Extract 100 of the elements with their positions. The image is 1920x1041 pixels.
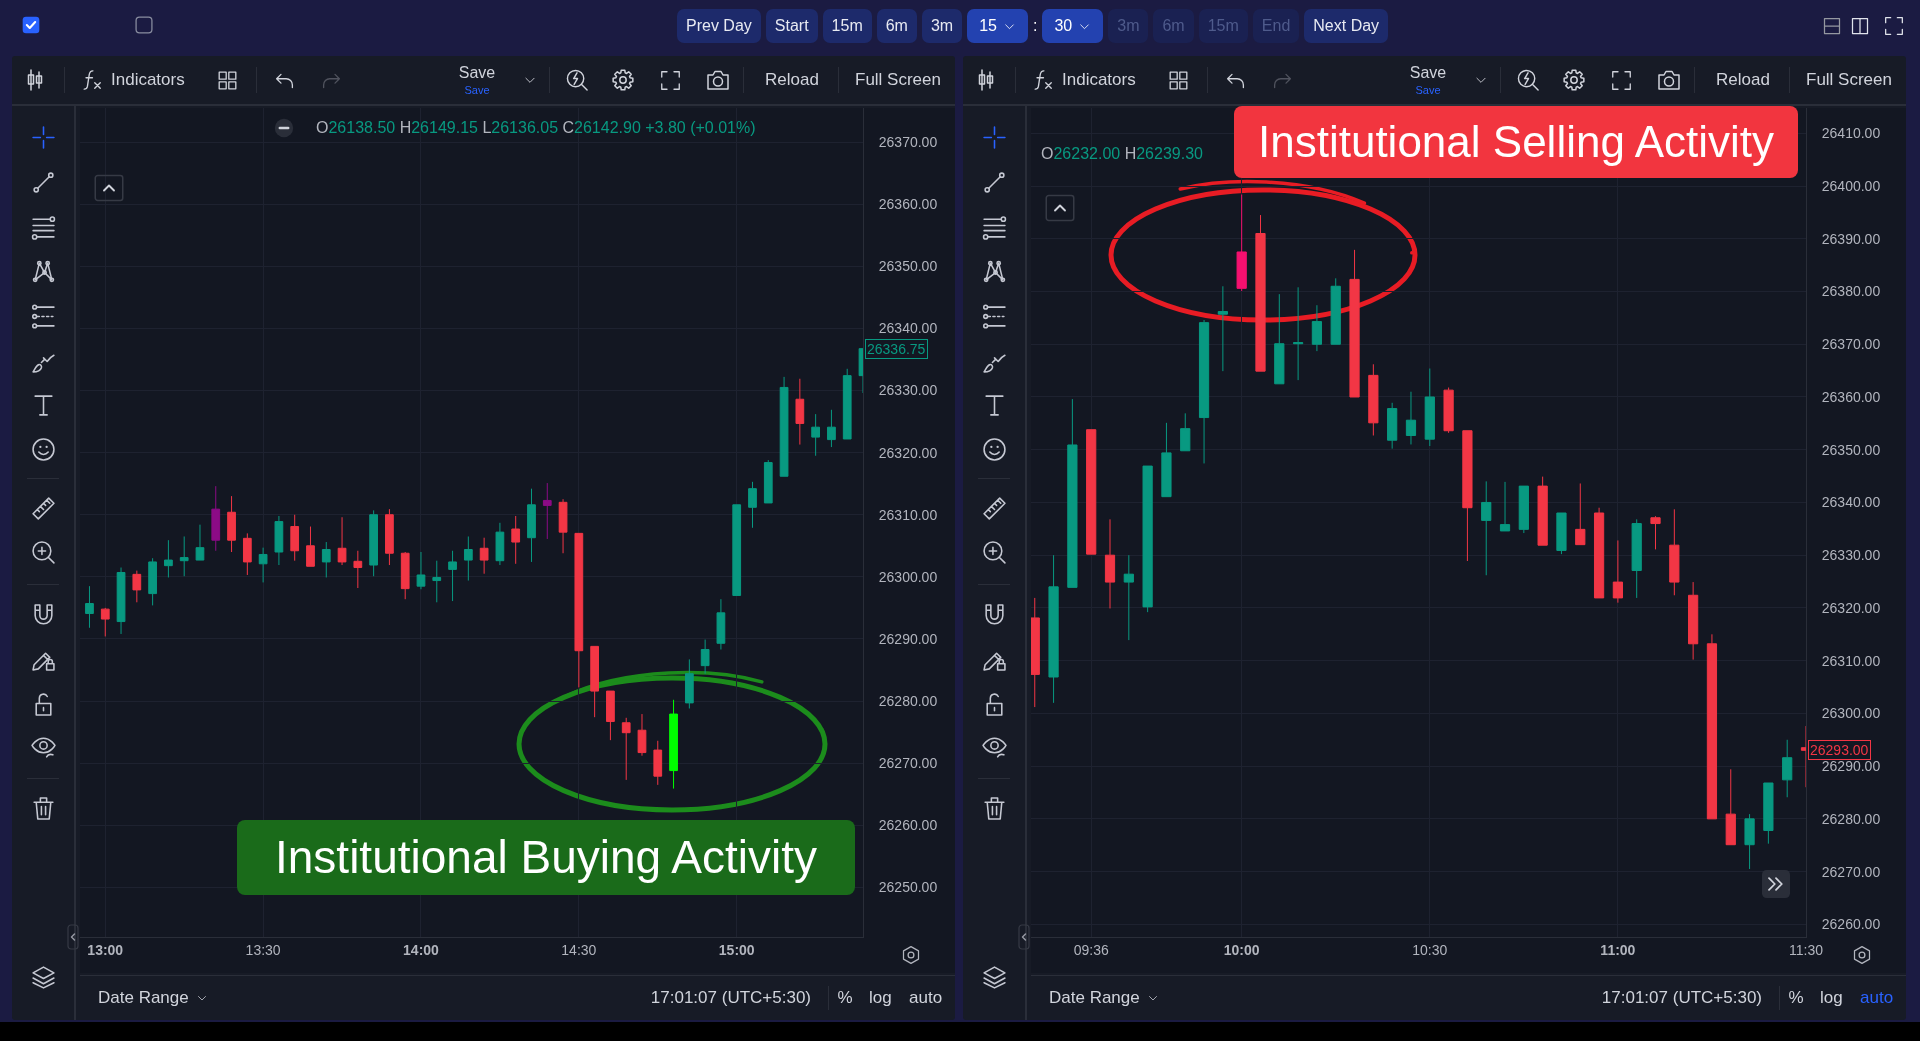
candlestick (1104, 518, 1116, 609)
candlestick (337, 516, 347, 566)
candlestick (795, 378, 805, 446)
candlestick (1744, 813, 1755, 870)
candlestick (811, 413, 821, 457)
callout-box: Institutional Selling Activity (1234, 106, 1799, 178)
text: O26138.50 H26149.15 L26136.05 C26142.90 +3.80 (+0.01%) (316, 119, 756, 137)
x-tick-label: 10:00 (1223, 941, 1260, 958)
candlestick (148, 557, 157, 606)
candlestick (211, 485, 221, 552)
candlestick (1706, 633, 1718, 820)
text: Start (774, 17, 809, 35)
candlestick (1067, 398, 1078, 588)
candlestick (1782, 739, 1793, 798)
candlestick (1688, 581, 1699, 661)
y-tick-label: 26300.00 (1821, 705, 1881, 722)
text: % (837, 987, 853, 1009)
y-tick-label: 26290.00 (1821, 758, 1881, 775)
text: Indicators (1062, 69, 1136, 91)
annotation: Institutional Buying Activity (275, 831, 818, 884)
candlestick (558, 498, 568, 554)
candlestick (400, 551, 410, 600)
candlestick (542, 482, 552, 540)
candlestick (1349, 249, 1360, 398)
candlestick (1650, 515, 1661, 550)
y-tick-label: 26330.00 (1821, 547, 1881, 564)
y-tick-label: 26350.00 (1821, 441, 1881, 458)
y-tick-label: 26360.00 (1821, 388, 1881, 405)
text: Date Range (98, 987, 189, 1009)
y-tick-label: 26330.00 (878, 382, 938, 399)
candlestick (700, 639, 710, 675)
y-tick-label: 26300.00 (878, 568, 938, 585)
x-tick-label: 15:00 (718, 941, 755, 958)
candlestick (353, 550, 363, 589)
y-tick-label: 26360.00 (878, 196, 938, 213)
annotation: O26232.00 H26239.30 (1041, 145, 1203, 163)
y-tick-label: 26270.00 (1821, 863, 1881, 880)
y-tick-label: 26320.00 (1821, 599, 1881, 616)
text: Save (464, 84, 490, 98)
candlestick (1481, 480, 1492, 576)
y-tick-label: 26380.00 (1821, 283, 1881, 300)
text: Save (458, 63, 496, 83)
y-tick-label: 26350.00 (878, 258, 938, 275)
y-tick-label: 26340.00 (1821, 494, 1881, 511)
text: 15 (979, 17, 997, 35)
candlestick (763, 459, 773, 504)
candlestick (1462, 430, 1473, 562)
y-tick-label: 26250.00 (878, 879, 938, 896)
candlestick (1669, 508, 1680, 596)
candlestick (574, 532, 584, 688)
candlestick (85, 585, 94, 629)
candlestick (306, 526, 315, 567)
annotation: Institutional Selling Activity (1258, 116, 1775, 168)
candlestick (479, 537, 489, 575)
text: Reload (1716, 69, 1770, 91)
candlestick (621, 717, 631, 781)
candlestick (369, 509, 378, 577)
candlestick (684, 658, 694, 709)
y-tick-label: 26410.00 (1821, 125, 1881, 142)
text: 17:01:07 (UTC+5:30) (1601, 987, 1762, 1009)
text: log (1820, 987, 1843, 1009)
text: 15m (1207, 17, 1239, 35)
text: Date Range (1049, 987, 1140, 1009)
text: 6m (1162, 17, 1185, 35)
candlestick (669, 699, 678, 790)
x-tick-label: 11:00 (1600, 941, 1636, 958)
x-tick-label: 14:00 (403, 941, 440, 958)
text: 26336.75 (867, 341, 926, 357)
text: 30 (1054, 17, 1073, 35)
y-tick-label: 26390.00 (1821, 230, 1881, 247)
candlestick (590, 645, 599, 718)
text: : (1032, 17, 1038, 35)
text: % (1788, 987, 1804, 1009)
candlestick (732, 504, 742, 596)
candlestick (432, 560, 442, 603)
candlestick (637, 713, 647, 757)
text: 6m (885, 17, 908, 35)
candlestick (132, 570, 142, 603)
candlestick (1725, 768, 1736, 846)
candlestick (463, 535, 473, 582)
candlestick (1631, 518, 1642, 599)
candlestick (1405, 391, 1417, 445)
candlestick (385, 508, 394, 566)
candlestick (1443, 387, 1454, 434)
y-tick-label: 26260.00 (1821, 916, 1881, 933)
candlestick (842, 368, 852, 440)
candlestick (1593, 507, 1605, 599)
candlestick (827, 409, 836, 448)
candlestick (1086, 429, 1097, 555)
y-tick-label: 26370.00 (1821, 336, 1881, 353)
y-tick-label: 26340.00 (878, 320, 938, 337)
candlestick (1217, 285, 1228, 372)
x-tick-label: 14:30 (561, 941, 597, 958)
candlestick (1518, 485, 1529, 534)
candlestick (1123, 554, 1134, 641)
candlestick (1330, 277, 1341, 345)
candlestick (116, 567, 126, 635)
x-tick-label: 10:30 (1412, 941, 1448, 958)
text: End (1261, 17, 1291, 35)
text: 3m (1117, 17, 1140, 35)
